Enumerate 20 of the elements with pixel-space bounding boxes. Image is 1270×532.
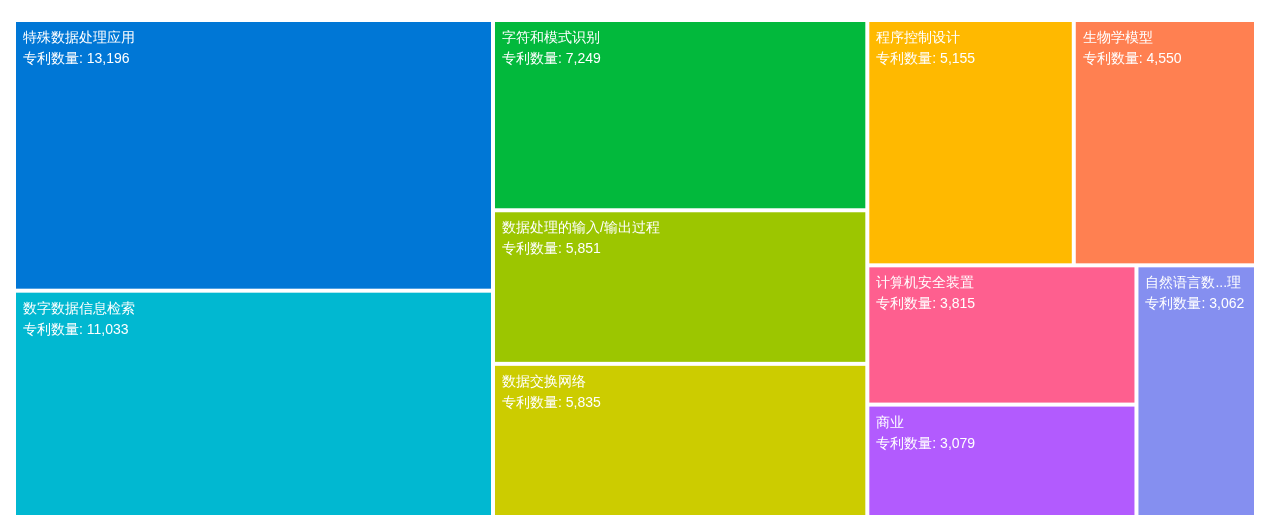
category-label: 数据处理的输入/输出过程 bbox=[501, 219, 660, 236]
category-label: 程序控制设计 bbox=[876, 29, 961, 45]
data-label: 专利数量: 13,196 bbox=[23, 50, 130, 66]
data-label: 专利数量: 3,079 bbox=[876, 434, 976, 451]
data-label: 专利数量: 7,249 bbox=[501, 50, 602, 66]
category-label: 生物学模型 bbox=[1082, 29, 1153, 45]
data-label: 专利数量: 5,155 bbox=[876, 50, 976, 66]
category-label: 特殊数据处理应用 bbox=[23, 29, 135, 45]
data-label: 专利数量: 5,851 bbox=[501, 240, 602, 257]
data-label: 专利数量: 4,550 bbox=[1082, 50, 1182, 66]
data-label: 专利数量: 3,062 bbox=[1145, 295, 1245, 312]
category-label: 数据交换网络 bbox=[501, 372, 586, 389]
data-label: 专利数量: 11,033 bbox=[23, 320, 129, 337]
data-label: 专利数量: 3,815 bbox=[876, 295, 976, 312]
category-label: 自然语言数...理 bbox=[1145, 274, 1242, 291]
category-label: 数字数据信息检索 bbox=[23, 299, 135, 316]
data-label: 专利数量: 5,835 bbox=[501, 393, 602, 410]
category-label: 商业 bbox=[876, 413, 905, 430]
category-label: 计算机安全装置 bbox=[876, 274, 975, 291]
category-label: 字符和模式识别 bbox=[501, 29, 600, 45]
